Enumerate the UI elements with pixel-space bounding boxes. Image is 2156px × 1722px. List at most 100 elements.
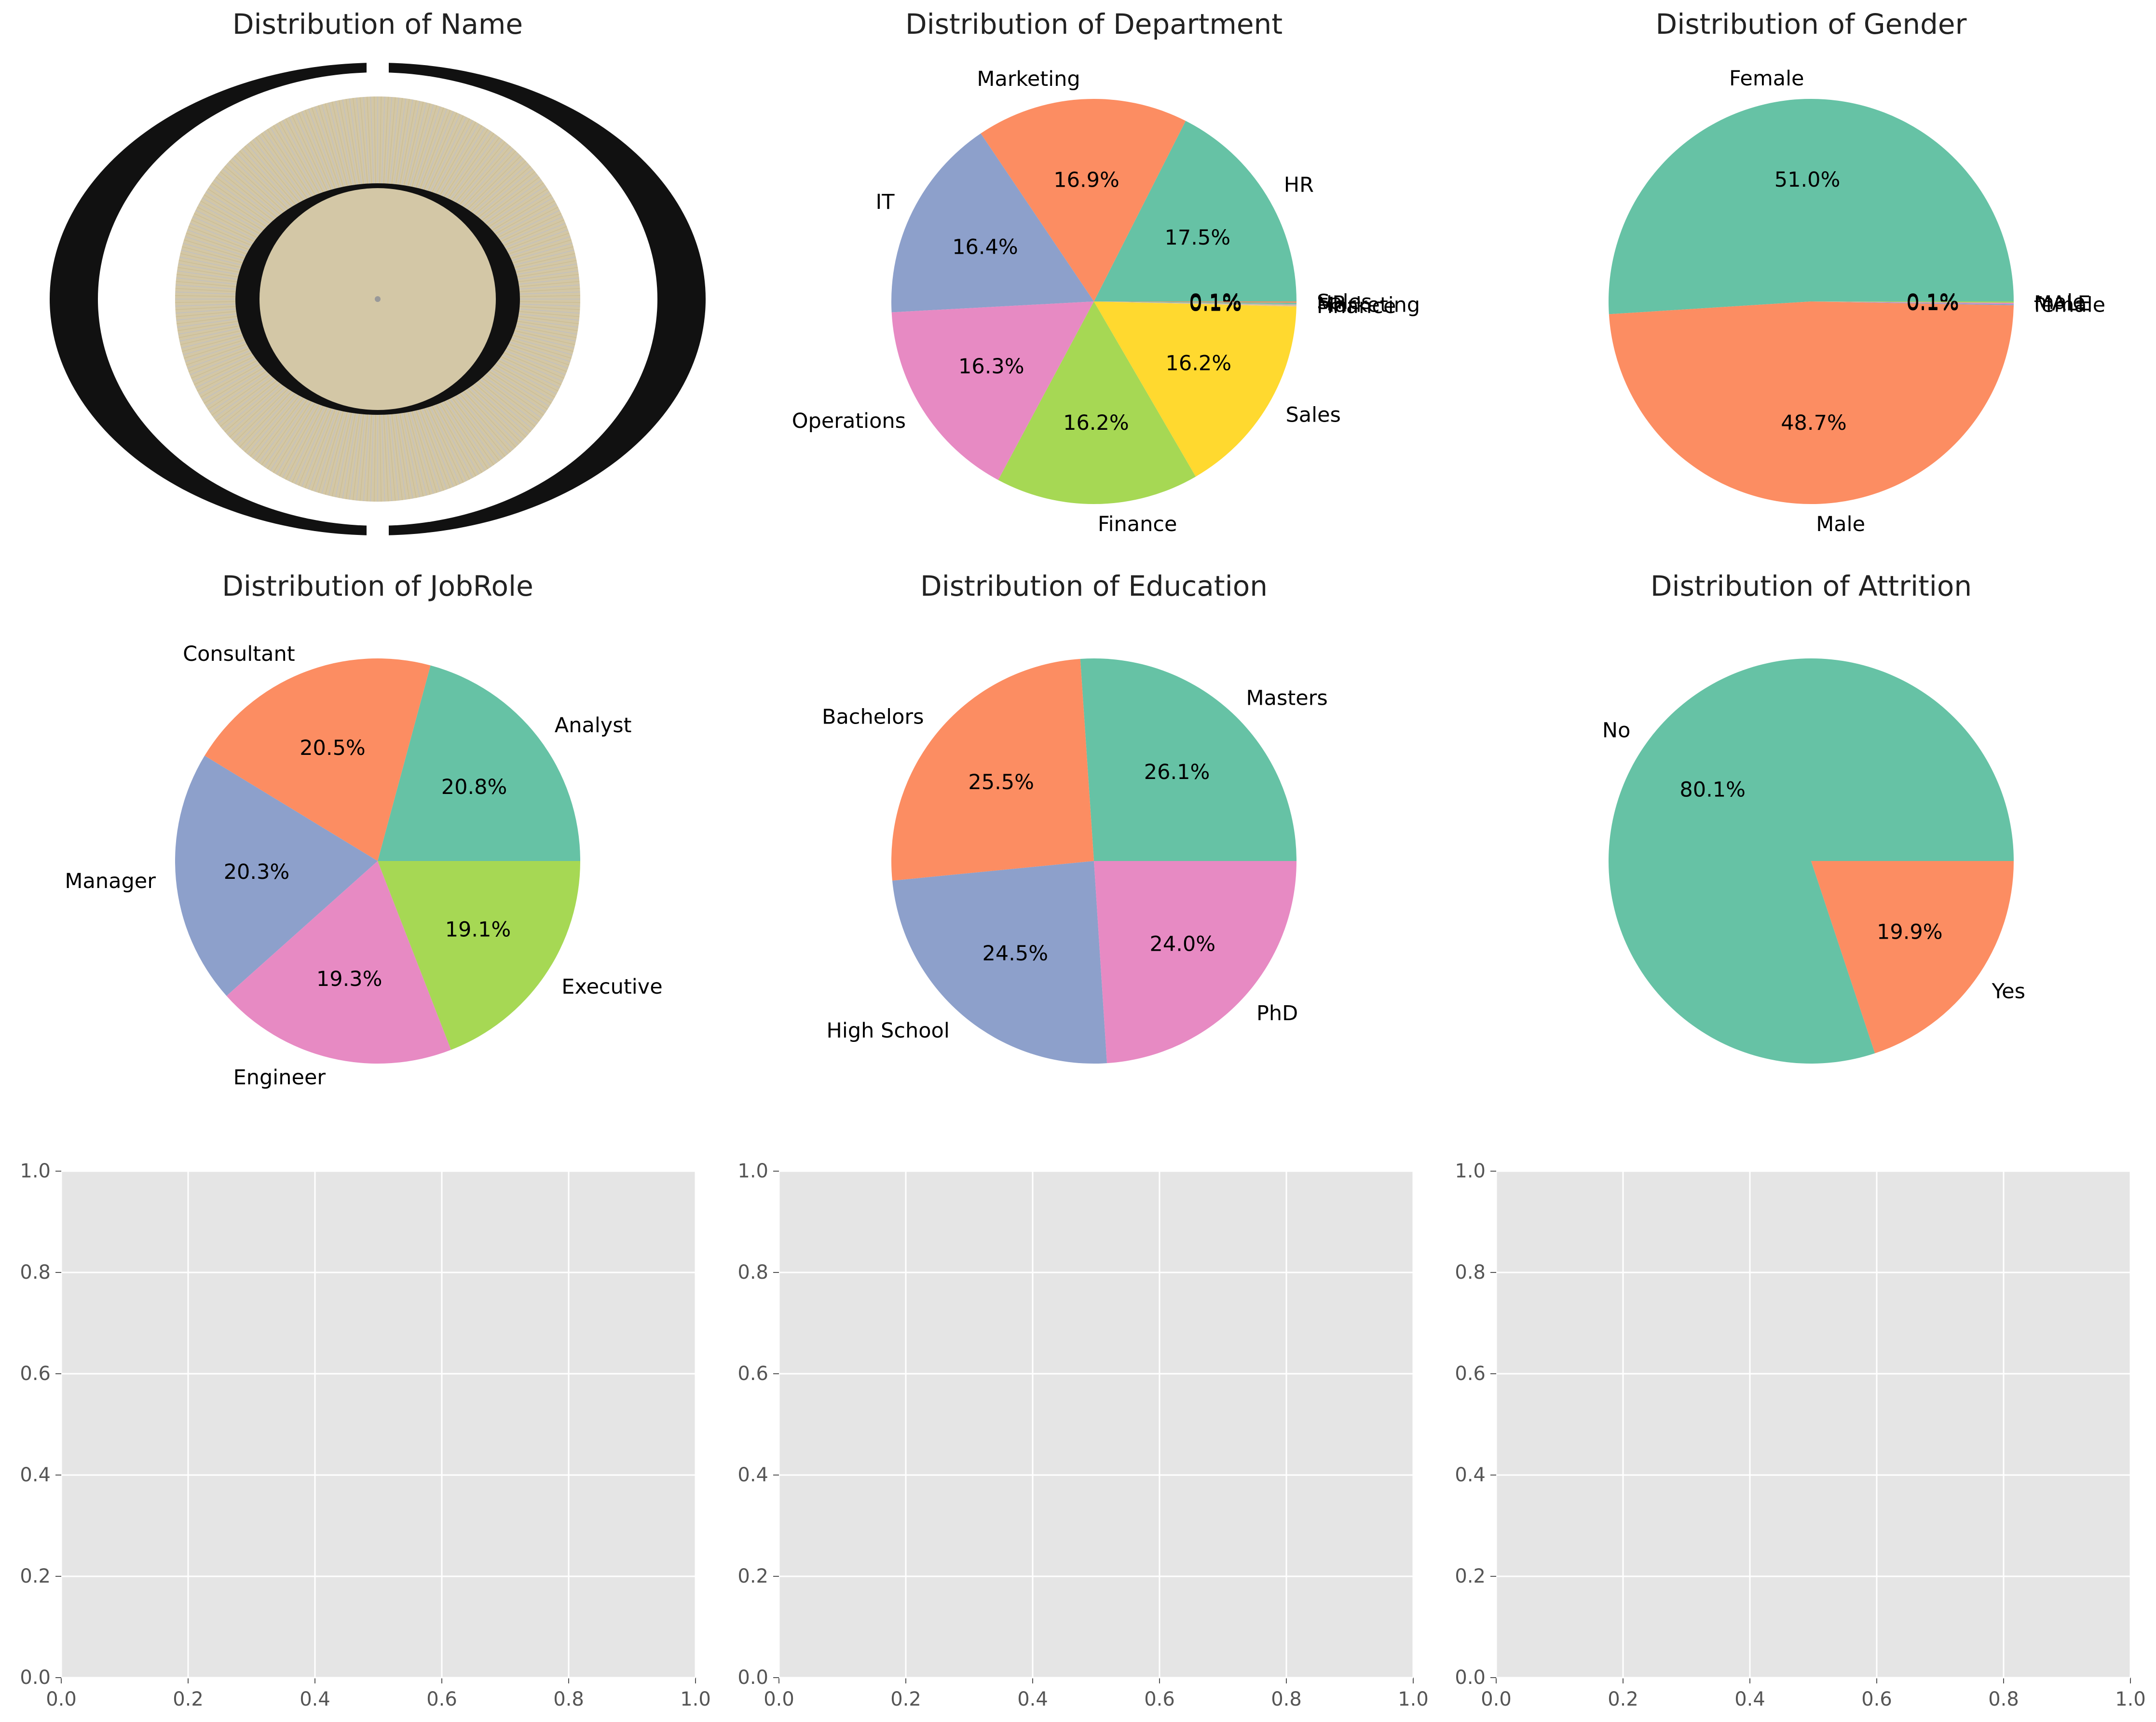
pie-percent-label: 0.1%: [1906, 291, 1959, 315]
pie-percent-label: 26.1%: [1144, 760, 1210, 784]
pie-label: PhD: [1256, 1001, 1298, 1025]
department-pie: HR 17.5% Marketing 16.9% IT 16.4% Operations 16…: [792, 67, 1420, 536]
pie-slice: [1094, 301, 1296, 305]
x-tick-label: 0.6: [1861, 1688, 1892, 1710]
pie-percent-label: 51.0%: [1774, 168, 1841, 192]
pie-percent-label: 0.1%: [1906, 290, 1959, 314]
y-tick-label: 1.0: [20, 1160, 51, 1182]
x-tick-label: 0.0: [764, 1688, 794, 1710]
pie-percent-label: 20.5%: [300, 736, 366, 760]
pie-slice: [1094, 301, 1296, 477]
pie-label: Yes: [1992, 979, 2025, 1003]
pie-label: High School: [827, 1019, 950, 1043]
pie-percent-label: 20.3%: [224, 860, 290, 884]
y-tick-label: 0.0: [737, 1667, 768, 1689]
pie-percent-label: 80.1%: [1679, 778, 1746, 802]
x-tick-label: 0.4: [1734, 1688, 1765, 1710]
axes-background: [779, 1171, 1413, 1678]
chart-title-gender: Distribution of Gender: [1656, 8, 1967, 41]
pie-percent-label: 16.3%: [958, 355, 1024, 379]
pie-label: Bachelors: [822, 705, 924, 729]
pie-slice: [1094, 301, 1296, 303]
pie-slice: [378, 665, 580, 861]
x-tick-label: 0.8: [553, 1688, 584, 1710]
pie-percent-label: 0.1%: [1906, 290, 1959, 314]
pie-percent-label: 16.2%: [1063, 411, 1129, 435]
x-tick-label: 0.4: [1017, 1688, 1048, 1710]
x-tick-label: 0.6: [426, 1688, 457, 1710]
y-tick-label: 0.8: [737, 1261, 768, 1284]
x-tick-label: 1.0: [680, 1688, 711, 1710]
pie-slice: [981, 99, 1186, 301]
pie-percent-label: 25.5%: [968, 770, 1034, 794]
pie-percent-label: 24.5%: [982, 942, 1048, 966]
pie-label: Female: [1729, 67, 1804, 91]
pie-slice: [1080, 658, 1296, 861]
attrition-pie: No 80.1% Yes 19.9%: [1602, 658, 2025, 1064]
y-tick-label: 0.2: [20, 1565, 51, 1587]
chart-title-department: Distribution of Department: [905, 8, 1283, 41]
pie-percent-label: 0.1%: [1189, 290, 1242, 314]
chart-title-attrition: Distribution of Attrition: [1651, 570, 1972, 602]
x-tick-label: 0.0: [1481, 1688, 1512, 1710]
pie-percent-label: 0.1%: [1189, 291, 1242, 315]
pie-slice: [1609, 301, 2014, 505]
axes-background: [61, 1171, 696, 1678]
x-tick-label: 0.2: [1608, 1688, 1638, 1710]
chart-title-name: Distribution of Name: [232, 8, 523, 41]
pie-percent-label: 0.1%: [1189, 292, 1242, 316]
pie-label: female: [2034, 293, 2105, 317]
y-tick-label: 0.8: [1455, 1261, 1486, 1284]
pie-slice: [226, 861, 451, 1064]
x-tick-label: 0.2: [173, 1688, 204, 1710]
pie-slice: [1094, 301, 1296, 307]
y-tick-label: 0.2: [1455, 1565, 1486, 1587]
pie-slice: [1609, 658, 2014, 1064]
pie-label: Male: [1816, 512, 1865, 536]
y-tick-label: 0.4: [1455, 1464, 1486, 1486]
pie-label: Engineer: [233, 1066, 326, 1090]
pie-percent-label: 19.9%: [1877, 920, 1943, 944]
jobrole-pie: Analyst 20.8% Consultant 20.5% Manager 20.3% E…: [65, 642, 662, 1090]
axes-background: [1496, 1171, 2130, 1678]
pie-slice: [1811, 861, 2014, 1053]
pie-label: Sales: [1286, 403, 1341, 427]
pie-slice: [1094, 861, 1296, 1064]
pie-percent-label: 48.7%: [1781, 411, 1847, 435]
pie-label: Sales: [1317, 290, 1372, 314]
pie-label: Marketing: [977, 67, 1080, 91]
pie-label: Masters: [1246, 686, 1328, 711]
pie-percent-label: 24.0%: [1149, 932, 1215, 956]
pie-slice: [892, 861, 1107, 1064]
y-tick-label: 0.6: [1455, 1363, 1486, 1385]
y-tick-label: 1.0: [1455, 1160, 1486, 1182]
y-tick-label: 0.6: [20, 1363, 51, 1385]
pie-label: HR: [1284, 173, 1314, 197]
pie-label: Finance: [1098, 512, 1177, 536]
x-tick-label: 0.0: [46, 1688, 77, 1710]
pie-percent-label: 19.3%: [316, 967, 382, 991]
pie-slice: [1094, 121, 1296, 301]
y-tick-label: 0.4: [737, 1464, 768, 1486]
y-tick-label: 1.0: [737, 1160, 768, 1182]
pie-label: IT: [876, 190, 895, 214]
pie-label: Manager: [65, 869, 156, 893]
pie-percent-label: 19.1%: [445, 917, 511, 942]
pie-label: Marketing: [1317, 293, 1420, 317]
empty-axes-middle: 0.0 0.2 0.4 0.6 0.8 1.0 0.0 0.2 0.4 0.6 0.8 1.0: [737, 1160, 1428, 1710]
pie-slice: [891, 658, 1094, 881]
pie-slice: [1811, 301, 2014, 304]
x-tick-label: 0.8: [1271, 1688, 1302, 1710]
chart-title-education: Distribution of Education: [920, 570, 1268, 602]
pie-percent-label: 16.9%: [1053, 168, 1119, 192]
empty-axes-left: 0.0 0.2 0.4 0.6 0.8 1.0 0.0 0.2 0.4 0.6 0.8 1.0: [20, 1160, 710, 1710]
x-tick-label: 0.2: [890, 1688, 921, 1710]
pie-slice: [1094, 301, 1296, 304]
pie-percent-label: 0.1%: [1189, 290, 1242, 314]
x-tick-label: 1.0: [2115, 1688, 2146, 1710]
pie-label: Consultant: [183, 642, 295, 666]
pie-label: Executive: [561, 975, 662, 999]
x-tick-label: 0.4: [300, 1688, 330, 1710]
